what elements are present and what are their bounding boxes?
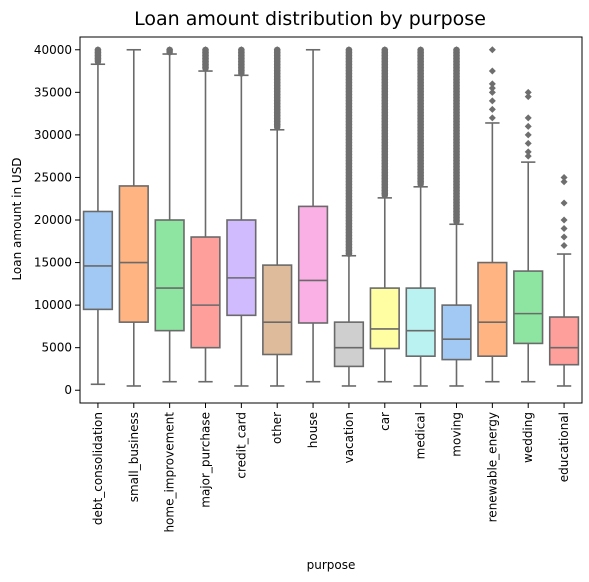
x-tick-label: credit_card [234,412,248,479]
outlier-point [488,114,496,122]
box-iqr [405,287,436,357]
x-tick-label: medical [414,412,428,459]
x-tick-label: other [270,412,284,444]
outlier-point [237,67,245,75]
box-wedding [513,88,544,383]
box-home_improvement [154,46,185,383]
y-tick-label: 40000 [34,43,72,57]
box-iqr [82,210,114,311]
box-vacation [333,46,365,387]
outlier-point [560,178,568,186]
outlier-point [524,139,532,147]
box-credit_card [226,46,257,387]
y-tick-label: 10000 [34,298,72,312]
box-iqr [190,236,221,349]
outlier-point [202,64,209,72]
y-tick-label: 35000 [34,85,72,99]
outlier-point [524,114,532,122]
outlier-point [560,242,568,250]
box-iqr [441,304,472,361]
box-iqr [333,321,365,368]
outlier-point [488,88,496,96]
outlier-point [166,46,174,54]
box-iqr [297,205,329,324]
box-iqr [548,316,580,366]
x-tick-label: home_improvement [163,412,177,533]
outlier-point [524,131,532,139]
chart-title: Loan amount distribution by purpose [134,8,486,30]
x-axis-label: purpose [307,558,356,572]
y-tick-label: 0 [64,383,72,397]
x-tick-label: moving [450,412,464,457]
box-debt_consolidation [82,46,114,386]
outlier-point [524,122,532,130]
outlier-point [94,55,102,63]
box-iqr [118,185,149,323]
outlier-point [488,84,496,92]
x-tick-label: educational [557,412,571,482]
y-tick-label: 30000 [34,128,72,142]
outlier-point [560,233,568,241]
box-iqr [513,270,544,345]
box-medical [405,46,436,387]
outlier-point [524,88,532,96]
box-small_business [118,48,149,387]
outlier-point [273,121,281,129]
outlier-point [453,217,460,225]
outlier-point [488,67,496,75]
outlier-point [524,152,532,160]
x-tick-label: house [306,412,320,448]
box-car [369,46,400,383]
y-axis-label: Loan amount in USD [10,157,24,280]
outlier-point [560,225,568,233]
outlier-point [524,93,532,101]
x-tick-label: renewable_energy [485,412,499,522]
outlier-point [560,199,568,207]
box-other [262,46,293,387]
outlier-point [488,105,496,113]
outlier-point [524,148,532,156]
x-tick-label: wedding [521,412,535,463]
box-educational [548,173,580,387]
box-iqr [262,264,293,356]
y-tick-label: 25000 [34,170,72,184]
box-moving [441,46,472,387]
outlier-point [560,216,568,224]
y-tick-label: 20000 [34,213,72,227]
outlier-point [488,80,496,88]
box-iqr [477,261,508,357]
outlier-point [488,97,496,105]
outlier-point [488,46,496,54]
outlier-point [560,173,568,181]
box-house [297,48,329,383]
y-tick-label: 5000 [41,341,72,355]
x-tick-label: debt_consolidation [91,412,105,525]
outlier-point [345,250,353,258]
x-tick-label: vacation [342,412,356,463]
outlier-point [417,178,425,186]
outlier-point [381,190,389,198]
box-major_purchase [190,46,221,383]
box-iqr [154,219,185,332]
box-iqr [226,219,257,317]
box-iqr [369,287,400,350]
plot-area: 0 5000 10000 15000 20000 25000 30000 35000 40000… [34,36,583,533]
x-tick-label: small_business [127,412,141,502]
plot-frame [79,36,583,404]
x-tick-label: car [378,412,392,431]
y-tick-label: 15000 [34,256,72,270]
x-tick-label: major_purchase [199,412,213,508]
box-renewable_energy [477,46,508,383]
